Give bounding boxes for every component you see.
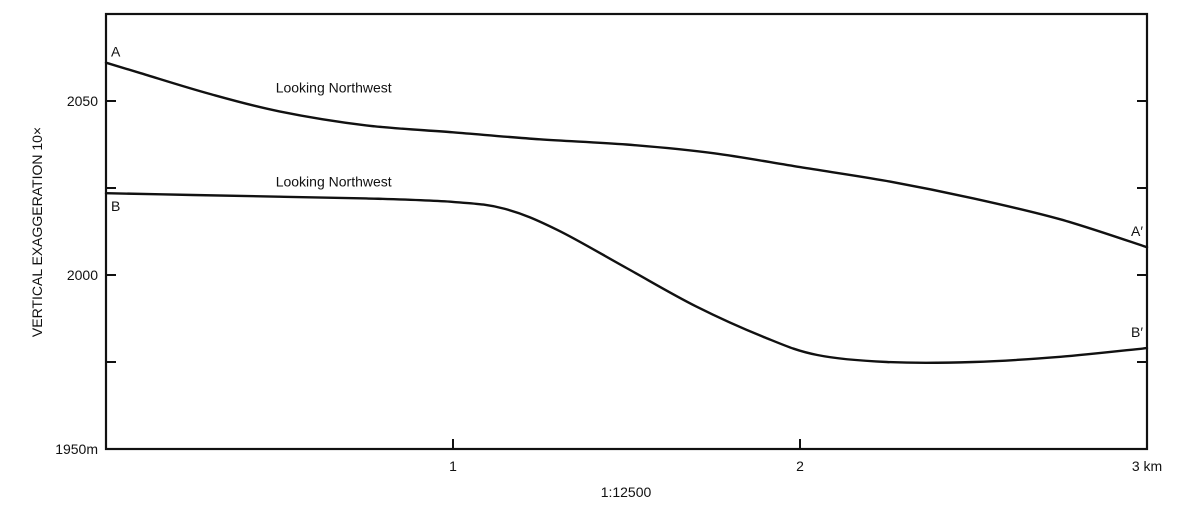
- annotation-looking-northwest: Looking Northwest: [276, 79, 392, 95]
- y-tick-label: 2050: [67, 93, 98, 109]
- profile-start-label: B: [111, 198, 120, 214]
- x-tick-label: 2: [796, 458, 804, 474]
- y-tick-label: 1950m: [55, 441, 98, 457]
- x-tick-label: 1: [449, 458, 457, 474]
- y-axis-title: VERTICAL EXAGGERATION 10×: [29, 127, 45, 337]
- profile-end-label: A′: [1131, 223, 1143, 239]
- x-tick-label: 3 km: [1132, 458, 1162, 474]
- tick-marks: [106, 100, 1147, 449]
- x-axis-title: 1:12500: [601, 484, 652, 500]
- plot-frame: [104, 12, 1149, 451]
- profile-line-b: [104, 192, 1149, 364]
- profile-start-label: A: [111, 44, 121, 60]
- y-tick-label: 2000: [67, 267, 98, 283]
- profile-end-label: B′: [1131, 324, 1143, 340]
- profile-lines: [104, 61, 1149, 364]
- chart-labels: 1950m 2000 2050 1 2 3 km A A′ B B′ Looking Northwe…: [55, 44, 1162, 474]
- annotation-looking-northwest: Looking Northwest: [276, 173, 392, 189]
- profile-line-a: [104, 61, 1149, 249]
